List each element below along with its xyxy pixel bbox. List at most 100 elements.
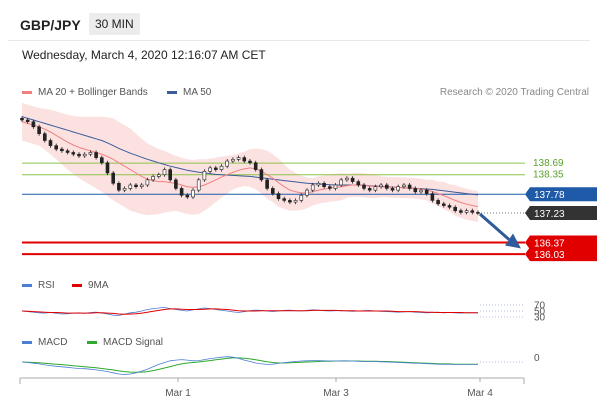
candle-body	[179, 188, 184, 196]
legend-ma50-swatch	[167, 91, 177, 94]
candle	[322, 181, 326, 189]
candle	[441, 201, 446, 208]
legend-ma50-label: MA 50	[183, 87, 212, 98]
candle	[111, 170, 115, 186]
candle-body	[305, 189, 309, 196]
support-label-1: 136.37	[534, 238, 565, 249]
candle	[253, 160, 258, 172]
candle-body	[225, 160, 229, 167]
candle	[225, 158, 229, 169]
candle	[179, 186, 184, 198]
candle	[345, 176, 349, 182]
candle-body	[128, 184, 133, 189]
candle-body	[236, 157, 241, 160]
pivot-label: 137.78	[534, 190, 565, 201]
candle	[390, 186, 395, 193]
candle-body	[174, 179, 178, 189]
candle-body	[37, 126, 41, 134]
legend-ma20: MA 20 + Bollinger Bands	[22, 87, 148, 98]
candle	[219, 164, 224, 172]
candle	[436, 198, 440, 206]
candle	[236, 155, 241, 162]
candle	[396, 184, 401, 193]
candle-body	[453, 206, 458, 211]
x-axis: Mar 1 Mar 3 Mar 4	[19, 377, 525, 399]
candle-body	[168, 169, 172, 181]
candle	[384, 182, 389, 191]
candle-body	[208, 167, 212, 172]
candle	[202, 169, 207, 182]
candle	[402, 182, 406, 189]
candle	[350, 176, 355, 184]
legend-ma20-swatch	[22, 91, 32, 94]
legend-ma20-label: MA 20 + Bollinger Bands	[38, 87, 148, 98]
candle-body	[288, 200, 292, 203]
candle	[373, 184, 378, 193]
candle-body	[396, 186, 401, 191]
candle	[339, 177, 344, 188]
candle-body	[259, 169, 264, 181]
candle-body	[293, 200, 298, 203]
current-label-box	[525, 206, 597, 221]
legend-rsi-swatch	[22, 284, 32, 287]
candle-body	[122, 188, 127, 191]
candle-body	[111, 172, 115, 184]
candle-body	[407, 184, 412, 189]
candle-body	[54, 145, 59, 150]
candle	[419, 188, 423, 194]
candle-body	[441, 203, 446, 206]
candle	[259, 167, 264, 182]
candle-body	[464, 210, 469, 213]
legend-macd-label: MACD	[38, 337, 68, 348]
candle	[379, 182, 383, 189]
legend-9ma-swatch	[72, 284, 82, 287]
legend-macd-signal-swatch	[87, 341, 97, 344]
candle-body	[94, 152, 98, 158]
candle-body	[265, 179, 269, 189]
candle	[293, 198, 298, 205]
candle-body	[134, 184, 138, 188]
candle-body	[424, 189, 429, 194]
resistance-label-1: 138.69	[533, 158, 564, 169]
timeframe-button[interactable]: 30 MIN	[89, 13, 140, 35]
legend-macd-signal-label: MACD Signal	[103, 337, 164, 348]
candle-body	[402, 184, 406, 188]
candle	[453, 205, 458, 213]
x-tick-label: Mar 4	[467, 388, 493, 399]
candle-body	[282, 198, 287, 201]
candle	[327, 184, 332, 191]
candle	[191, 188, 195, 200]
candle	[37, 124, 41, 136]
symbol-title: GBP/JPY	[20, 17, 81, 33]
candle	[139, 182, 144, 189]
current-label: 137.23	[534, 209, 565, 220]
candle-body	[196, 179, 201, 191]
candle-body	[202, 171, 207, 181]
candle-body	[48, 140, 53, 146]
chart-datetime: Wednesday, March 4, 2020 12:16:07 AM CET	[22, 48, 266, 62]
candle	[134, 182, 138, 189]
candle-body	[436, 200, 440, 205]
legend-macd: MACD	[22, 337, 67, 348]
candle	[54, 143, 59, 152]
candle	[196, 177, 201, 193]
candle-body	[31, 121, 36, 128]
candle	[276, 191, 281, 201]
candle	[25, 117, 30, 124]
candle-body	[362, 184, 366, 189]
legend-macd-swatch	[22, 341, 32, 344]
candle	[265, 177, 269, 191]
candle-body	[151, 176, 155, 181]
candle-body	[60, 148, 64, 152]
header-divider	[8, 40, 590, 41]
candle	[94, 150, 98, 160]
legend-rsi: RSI	[22, 280, 55, 291]
candle	[117, 181, 121, 193]
resistance-label-2: 138.35	[533, 170, 564, 181]
candle	[122, 186, 127, 193]
candle-body	[390, 188, 395, 191]
legend-rsi-label: RSI	[38, 280, 55, 291]
candle-body	[71, 152, 76, 155]
candle-body	[345, 177, 349, 181]
